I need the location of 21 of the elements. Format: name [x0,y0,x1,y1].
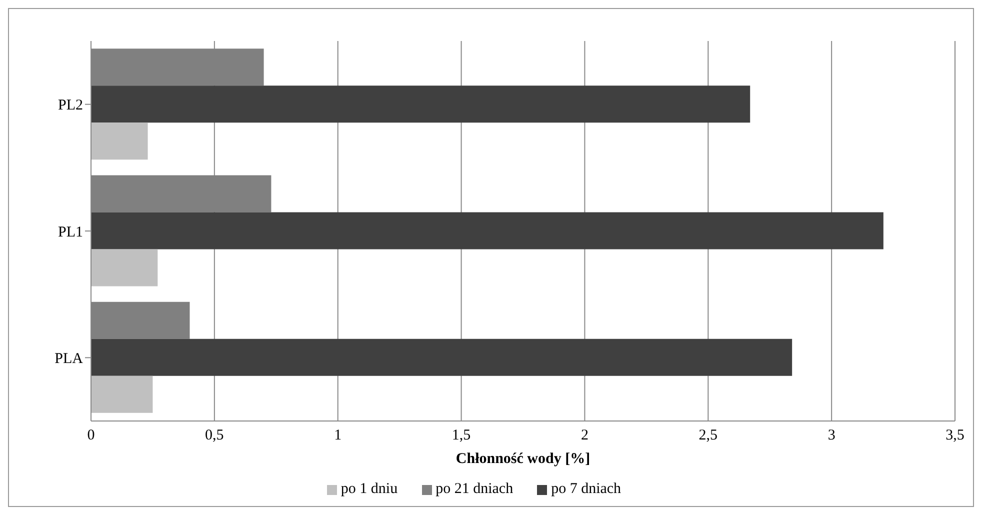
x-tick-label: 3,5 [946,428,964,444]
y-tick-label: PL1 [58,224,83,240]
x-tick-label: 3 [828,428,836,444]
bar [91,212,884,250]
legend-label: po 21 dniach [436,481,514,497]
legend-label: po 7 dniach [551,481,622,497]
bar [91,249,158,286]
bar [91,122,148,160]
bar [91,86,750,123]
x-tick-label: 2 [580,428,588,444]
y-tick-label: PL2 [58,98,83,114]
y-tick-label: PLA [54,350,84,367]
x-axis-title: Chłonność wody [%] [456,451,590,467]
bar [91,338,792,376]
x-tick-label: 0 [87,428,95,444]
x-tick-label: 0,5 [205,428,224,444]
bar [91,376,153,413]
x-tick-label: 2,5 [698,428,718,444]
x-tick-label: 1 [334,428,342,444]
legend-label: po 1 dniu [340,481,398,497]
x-tick-label: 1,5 [452,428,471,444]
